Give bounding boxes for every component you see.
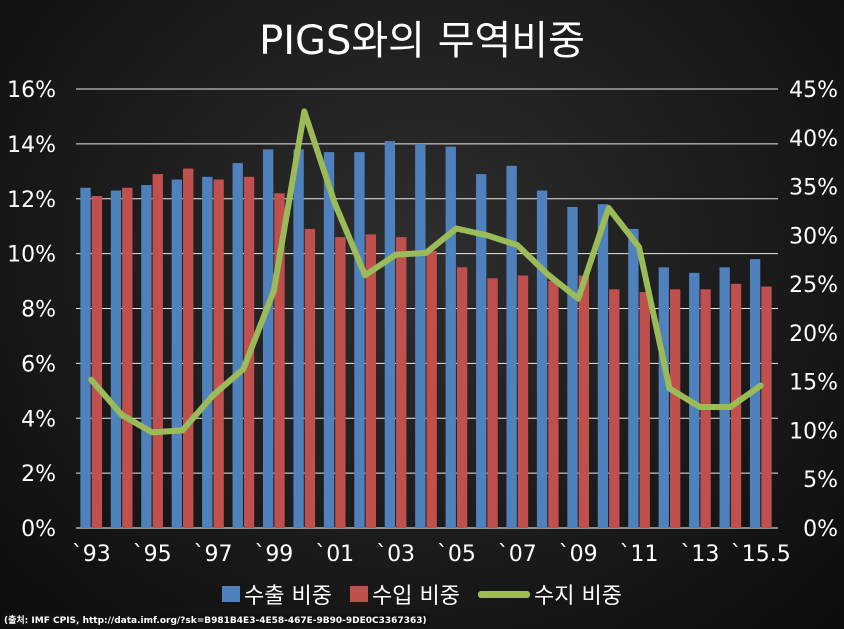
bar-import <box>183 168 194 528</box>
left-tick-label: 10% <box>7 243 56 268</box>
bar-import <box>487 278 498 528</box>
x-tick-label: `93 <box>72 542 111 567</box>
bar-export <box>171 179 183 528</box>
bar-import <box>669 289 681 528</box>
left-tick-label: 0% <box>21 517 56 542</box>
x-tick-label: `01 <box>315 542 354 567</box>
legend: 수출 비중 수입 비중 수지 비중 <box>0 578 844 610</box>
bar-export <box>110 190 122 529</box>
left-tick-label: 6% <box>21 352 56 377</box>
bar-export <box>354 152 365 528</box>
bar-export <box>749 259 761 528</box>
right-tick-label: 5% <box>803 468 838 493</box>
right-tick-label: 40% <box>789 127 838 152</box>
x-tick-label: `11 <box>620 542 659 567</box>
bar-export <box>506 165 517 528</box>
bar-export <box>323 152 335 528</box>
bar-import <box>396 237 407 528</box>
x-axis-ticks: `93 `95 `97 `99 `01 `03 `05 `07 `09 `11 `13 `15.5 <box>72 542 791 567</box>
legend-label-balance: 수지 비중 <box>533 584 622 609</box>
bar-export <box>141 185 152 528</box>
legend-item-balance: 수지 비중 <box>477 578 622 610</box>
x-tick-label: `99 <box>254 542 293 567</box>
right-tick-label: 25% <box>789 273 838 298</box>
right-tick-label: 15% <box>789 371 838 396</box>
bar-import <box>639 292 650 528</box>
chart-title: PIGS와의 무역비중 <box>259 18 585 64</box>
left-tick-label: 4% <box>21 407 56 432</box>
bar-import <box>517 275 529 528</box>
x-tick-label: `15.5 <box>731 542 791 567</box>
legend-swatch-balance <box>477 590 530 598</box>
balance-line <box>88 108 764 436</box>
x-tick-label: `13 <box>680 542 719 567</box>
bar-import <box>152 174 163 528</box>
bar-import <box>213 179 224 528</box>
bar-import <box>335 237 346 528</box>
legend-item-export: 수출 비중 <box>222 578 332 610</box>
left-tick-label: 16% <box>7 78 56 103</box>
bar-import <box>122 187 133 528</box>
legend-swatch-export <box>222 586 241 602</box>
bar-export <box>415 143 426 528</box>
bar-export <box>567 206 578 528</box>
bar-export <box>80 187 91 528</box>
right-tick-label: 10% <box>789 419 838 444</box>
bar-import <box>548 281 559 528</box>
right-tick-label: 45% <box>789 78 838 103</box>
x-tick-label: `97 <box>193 542 232 567</box>
right-tick-label: 35% <box>789 176 838 201</box>
bar-export <box>628 228 639 528</box>
bar-export <box>202 176 213 529</box>
bar-export <box>597 204 609 529</box>
series-line-balance <box>88 108 764 436</box>
legend-label-import: 수입 비중 <box>372 584 460 609</box>
bar-import <box>274 193 285 528</box>
bar-import <box>426 250 437 528</box>
bar-export <box>232 163 243 529</box>
left-tick-label: 2% <box>21 462 56 487</box>
bar-export <box>658 267 669 528</box>
right-tick-label: 30% <box>789 224 838 249</box>
x-tick-label: `05 <box>437 542 476 567</box>
left-axis-ticks: 0% 2% 4% 6% 8% 10% 12% 14% 16% <box>7 78 56 542</box>
legend-swatch-import <box>350 586 369 602</box>
bar-export <box>384 141 396 528</box>
left-tick-label: 14% <box>7 133 56 158</box>
right-tick-label: 20% <box>789 322 838 347</box>
x-tick-label: `07 <box>498 542 537 567</box>
bar-import <box>578 275 590 528</box>
bar-import <box>91 196 103 528</box>
bar-export <box>536 190 548 529</box>
bar-import <box>761 286 772 528</box>
right-tick-label: 0% <box>803 517 838 542</box>
source-note: (출처: IMF CPIS, http://data.imf.org/?sk=B… <box>2 613 429 626</box>
bar-export <box>262 149 274 529</box>
legend-item-import: 수입 비중 <box>350 578 460 610</box>
bar-export <box>476 174 487 528</box>
x-tick-label: `09 <box>559 542 598 567</box>
bar-import <box>304 228 316 528</box>
bar-export <box>719 267 730 528</box>
x-tick-label: `95 <box>133 542 172 567</box>
bar-import <box>609 289 620 528</box>
right-axis-ticks: 0% 5% 10% 15% 20% 25% 30% 35% 40% 45% <box>789 78 838 542</box>
legend-label-export: 수출 비중 <box>244 584 333 609</box>
left-tick-label: 12% <box>7 188 56 213</box>
bar-export <box>293 149 304 529</box>
bar-export <box>445 146 456 528</box>
bar-import <box>456 267 468 528</box>
left-tick-label: 8% <box>21 298 56 323</box>
x-tick-label: `03 <box>376 542 415 567</box>
bar-import <box>365 234 376 528</box>
bars <box>80 141 772 529</box>
